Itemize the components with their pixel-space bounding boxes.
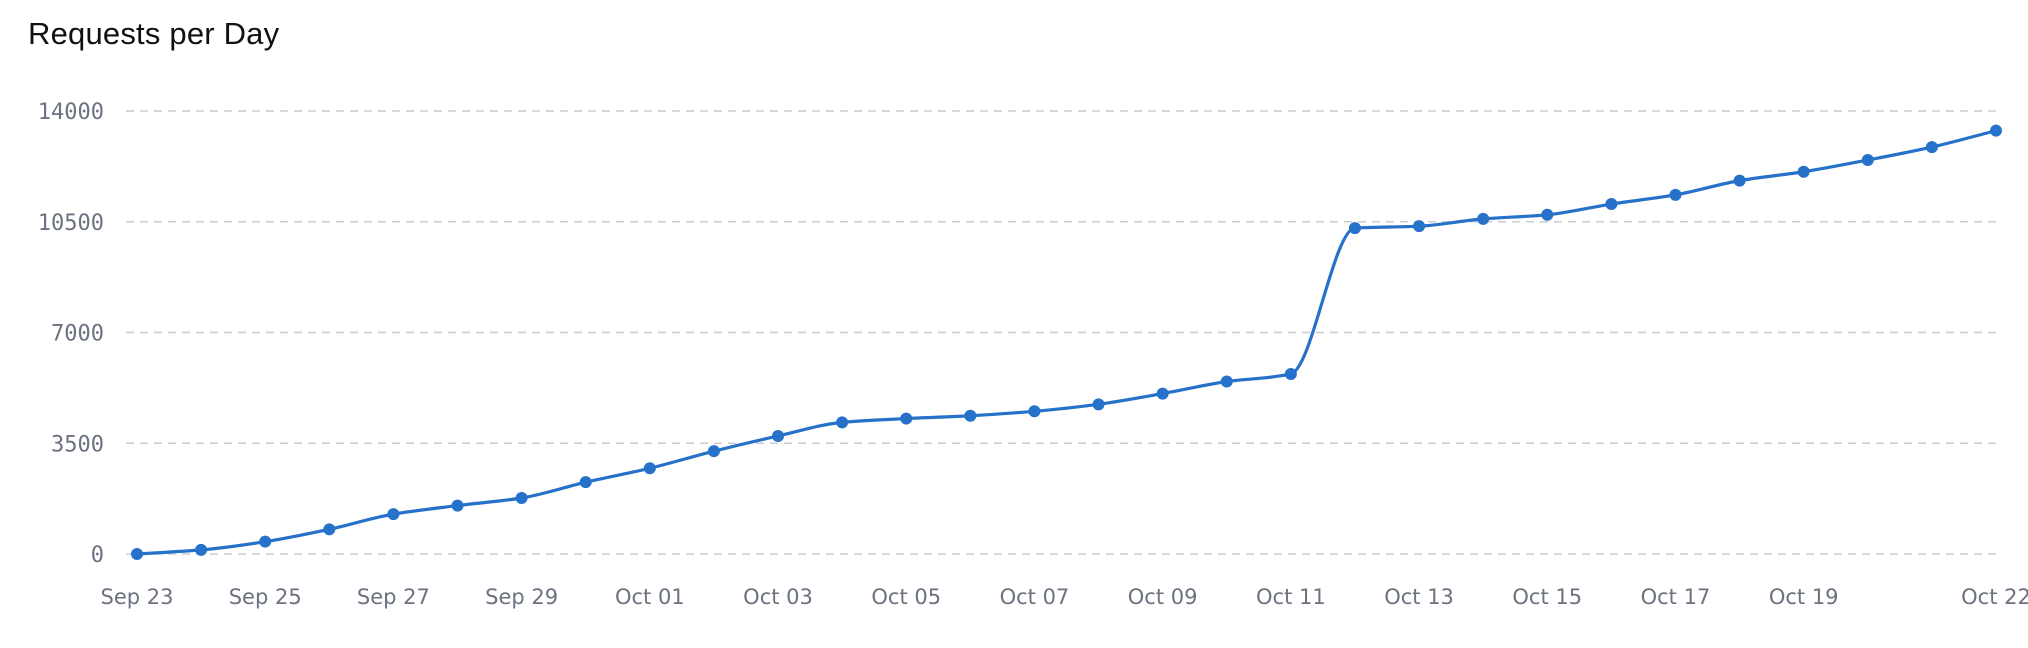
data-point[interactable] [1990, 124, 2002, 137]
data-point[interactable] [1220, 375, 1233, 388]
data-point[interactable] [1028, 405, 1041, 418]
data-point[interactable] [1092, 398, 1105, 411]
data-point[interactable] [1861, 154, 1874, 167]
x-tick-label: Sep 23 [101, 585, 174, 609]
grid-lines [126, 110, 1998, 555]
x-tick-label: Oct 07 [1000, 585, 1070, 609]
y-tick-label: 14000 [38, 100, 104, 125]
x-tick-label: Oct 22 [1961, 585, 2028, 609]
x-tick-label: Sep 25 [229, 585, 302, 609]
x-tick-label: Oct 05 [871, 585, 941, 609]
data-point[interactable] [1669, 188, 1682, 201]
x-tick-label: Oct 17 [1641, 585, 1711, 609]
x-tick-label: Oct 11 [1256, 585, 1326, 609]
chart-title: Requests per Day [28, 16, 280, 51]
data-point[interactable] [579, 476, 592, 489]
data-point[interactable] [707, 445, 720, 458]
y-tick-label: 7000 [51, 322, 104, 347]
data-point[interactable] [259, 535, 272, 548]
y-tick-label: 10500 [38, 211, 104, 236]
series-line [136, 129, 1997, 556]
x-tick-label: Oct 03 [743, 585, 813, 609]
data-point[interactable] [964, 409, 977, 422]
data-point[interactable] [836, 416, 849, 429]
data-point[interactable] [1156, 387, 1169, 400]
data-point[interactable] [1733, 174, 1746, 187]
data-point[interactable] [1413, 220, 1426, 233]
x-tick-label: Oct 13 [1384, 585, 1454, 609]
x-tick-label: Oct 09 [1128, 585, 1198, 609]
data-point[interactable] [515, 491, 528, 504]
data-point[interactable] [1477, 212, 1490, 225]
data-point[interactable] [900, 412, 913, 425]
y-tick-label: 3500 [51, 432, 104, 457]
data-point[interactable] [1605, 198, 1618, 211]
data-point[interactable] [195, 543, 208, 556]
data-points [131, 124, 2002, 560]
x-tick-label: Oct 01 [615, 585, 685, 609]
data-point[interactable] [323, 523, 336, 536]
x-tick-label: Oct 19 [1769, 585, 1839, 609]
x-tick-label: Sep 27 [357, 585, 430, 609]
data-point[interactable] [451, 499, 464, 512]
x-tick-label: Sep 29 [485, 585, 558, 609]
data-point[interactable] [1797, 165, 1810, 178]
y-axis-ticks: 0 3500 7000 10500 14000 [38, 100, 104, 568]
x-tick-label: Oct 15 [1512, 585, 1582, 609]
data-point[interactable] [643, 462, 656, 475]
data-point[interactable] [1348, 222, 1361, 235]
data-point[interactable] [1541, 208, 1554, 221]
data-point[interactable] [387, 508, 400, 521]
data-point[interactable] [772, 429, 785, 442]
x-axis-ticks: Sep 23 Sep 25 Sep 27 Sep 29 Oct 01 Oct 03 Oct … [101, 585, 2028, 609]
data-point[interactable] [1925, 141, 1938, 154]
data-point[interactable] [131, 548, 143, 560]
y-tick-label: 0 [91, 543, 104, 568]
data-point[interactable] [1284, 367, 1297, 380]
